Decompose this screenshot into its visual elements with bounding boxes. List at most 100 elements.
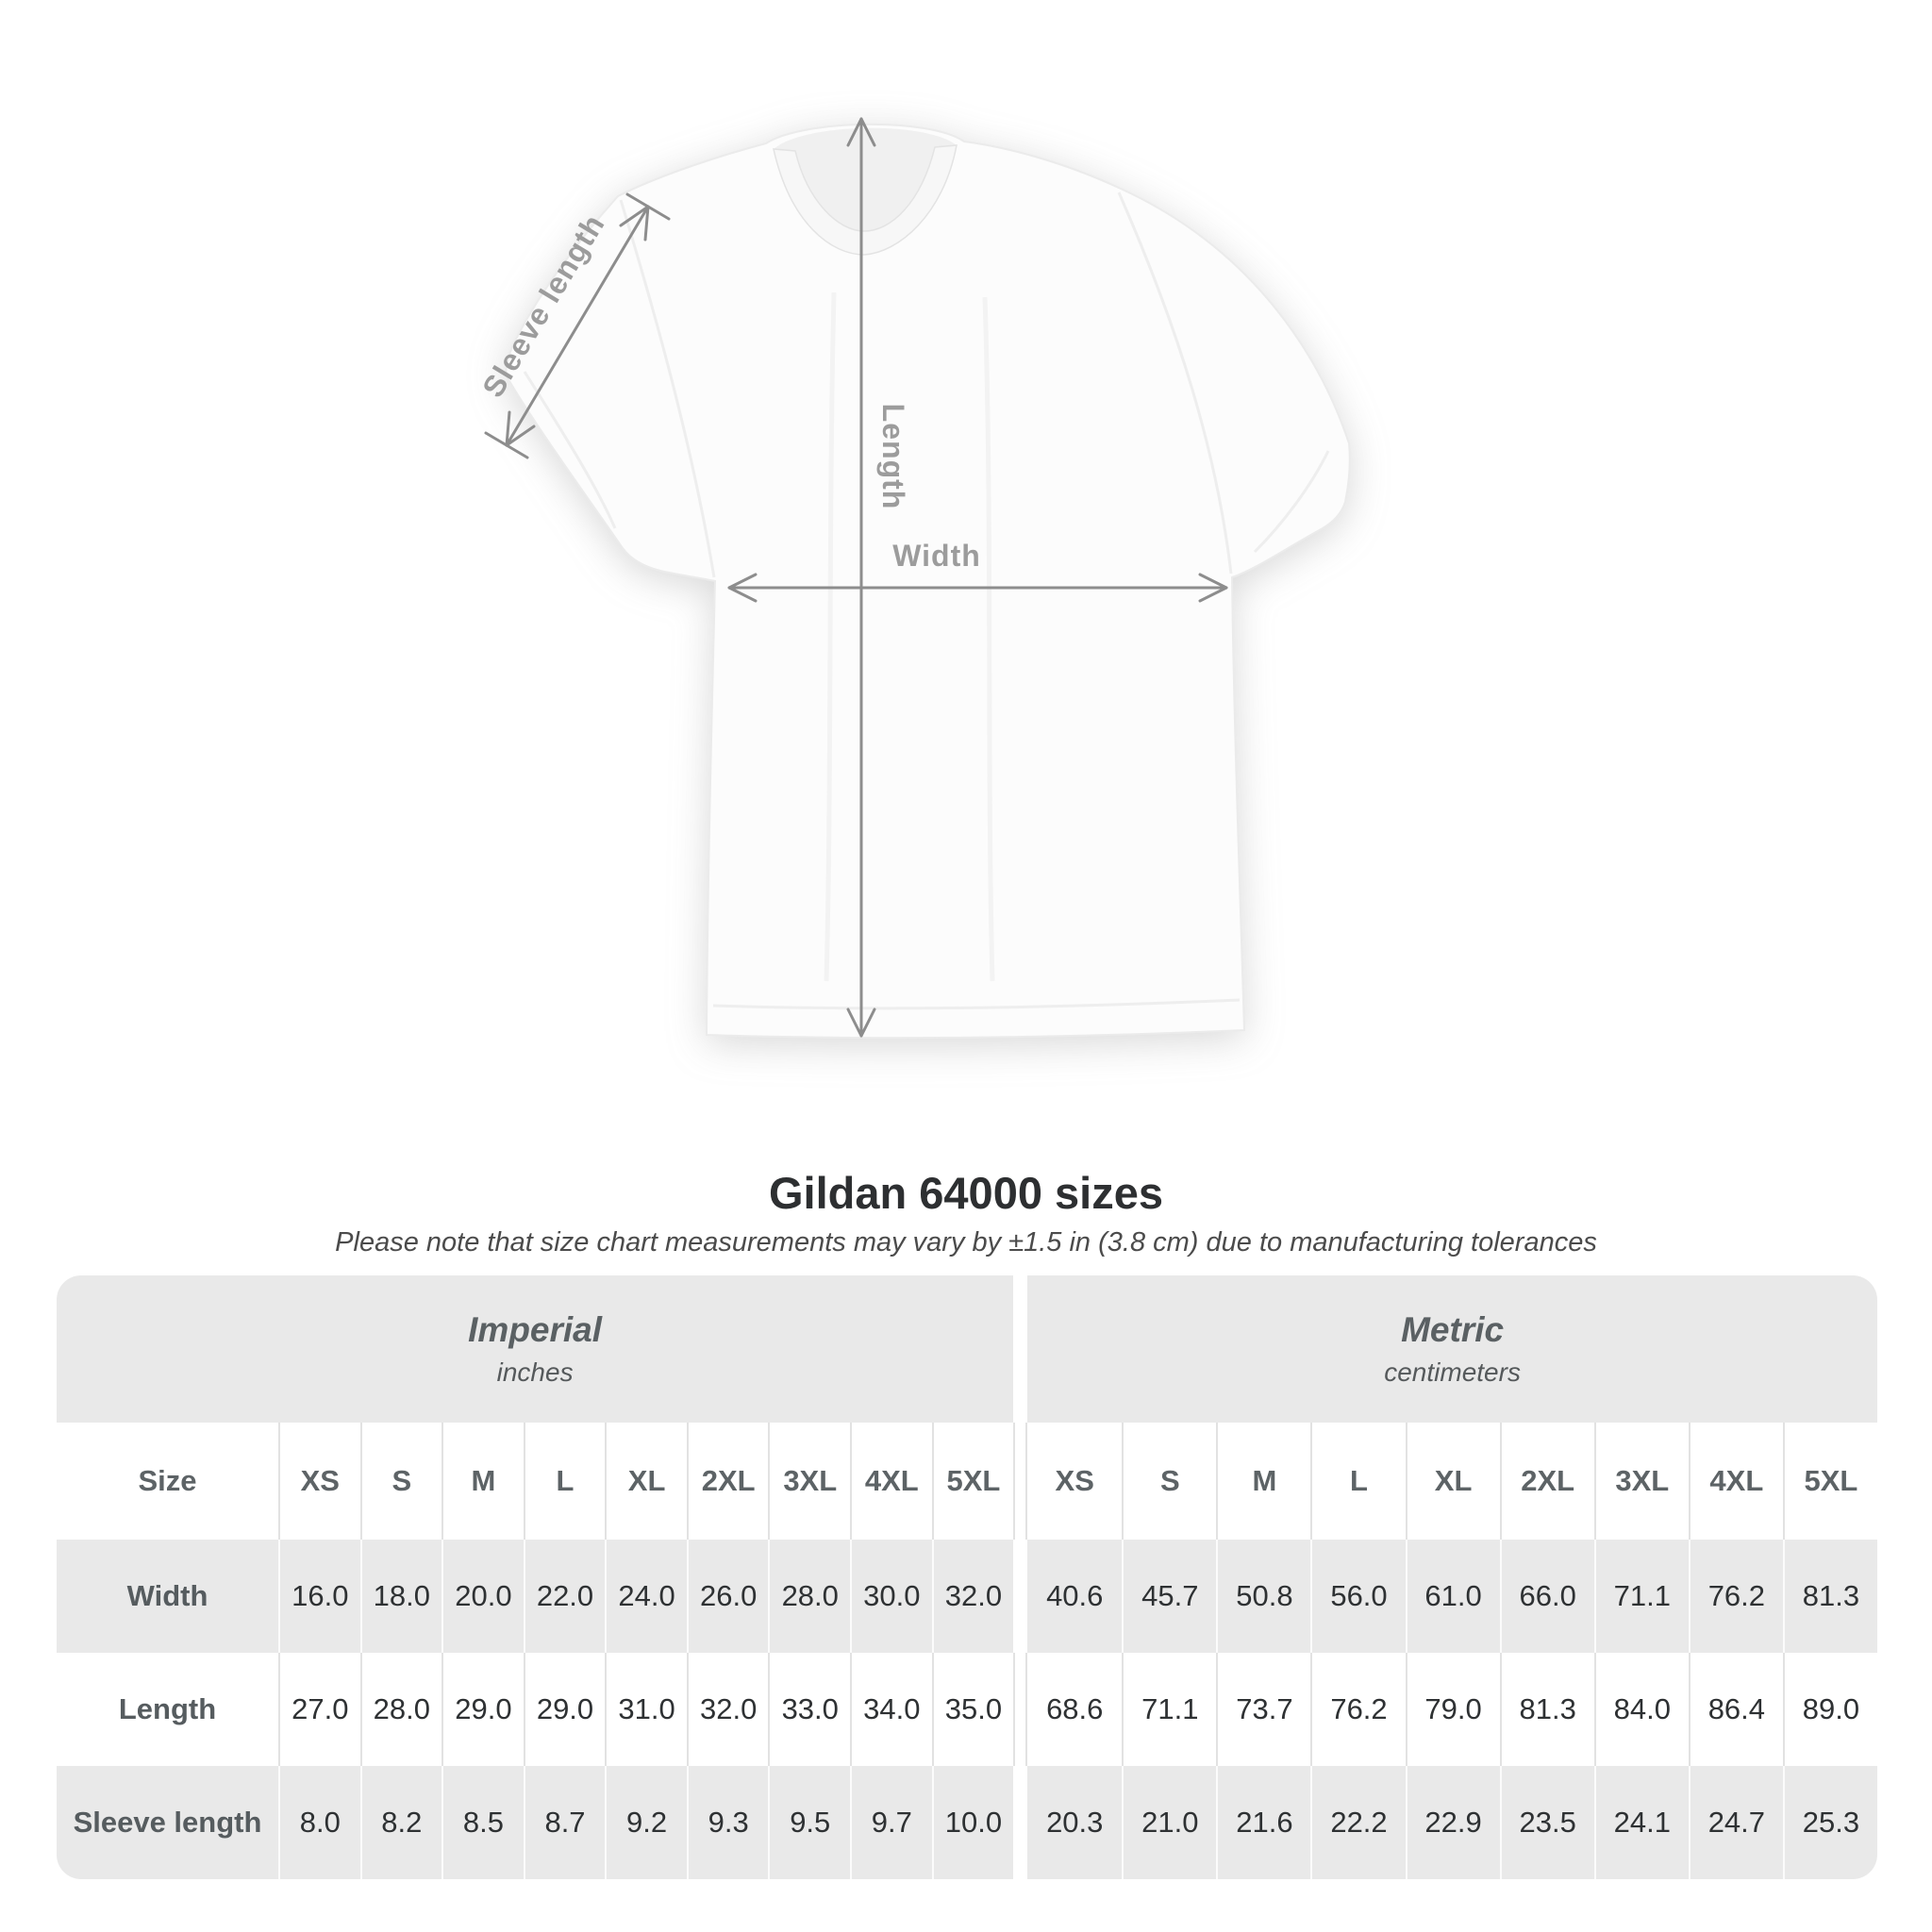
units-header-divider (1013, 1275, 1028, 1423)
value-cell-imperial: 8.5 (441, 1766, 524, 1879)
value-cell-imperial: 27.0 (278, 1653, 360, 1766)
value-cell-metric: 24.7 (1688, 1766, 1783, 1879)
value-cell-imperial: 9.7 (850, 1766, 932, 1879)
value-cell-metric: 20.3 (1027, 1766, 1123, 1879)
value-cell-imperial: 32.0 (931, 1540, 1014, 1653)
value-cell-metric: 76.2 (1688, 1540, 1783, 1653)
value-cell-imperial: 34.0 (850, 1653, 932, 1766)
size-col-header-imperial: 5XL (931, 1423, 1014, 1540)
value-cell-imperial: 8.2 (359, 1766, 442, 1879)
imperial-label: Imperial (468, 1310, 603, 1349)
value-cell-imperial: 9.5 (768, 1766, 851, 1879)
value-cell-imperial: 30.0 (850, 1540, 932, 1653)
tshirt-measurement-diagram: Sleeve length Length Width (475, 117, 1351, 1040)
value-cell-metric: 25.3 (1782, 1766, 1877, 1879)
value-cell-metric: 61.0 (1405, 1540, 1500, 1653)
value-cell-metric: 84.0 (1593, 1653, 1689, 1766)
size-col-header-imperial: L (523, 1423, 606, 1540)
length-label: Length (876, 403, 910, 510)
value-cell-metric: 22.2 (1310, 1766, 1406, 1879)
size-chart-table: Imperial inches Metric centimeters Size X… (57, 1275, 1877, 1879)
size-col-header-imperial: XS (278, 1423, 360, 1540)
value-cell-metric: 86.4 (1688, 1653, 1783, 1766)
metric-sublabel: centimeters (1384, 1357, 1521, 1387)
size-col-header-metric: XS (1027, 1423, 1123, 1540)
width-arrow (727, 573, 1228, 603)
value-cell-imperial: 33.0 (768, 1653, 851, 1766)
tshirt-graphic (484, 117, 1351, 1040)
value-cell-imperial: 26.0 (686, 1540, 769, 1653)
sleeve-length-arrow (484, 192, 671, 459)
value-cell-imperial: 22.0 (523, 1540, 606, 1653)
value-cell-metric: 56.0 (1310, 1540, 1406, 1653)
value-cell-metric: 23.5 (1499, 1766, 1594, 1879)
value-cell-metric: 40.6 (1027, 1540, 1123, 1653)
value-cell-metric: 71.1 (1593, 1540, 1689, 1653)
metric-label: Metric (1401, 1310, 1505, 1349)
imperial-sublabel: inches (496, 1357, 574, 1387)
size-corner-header: Size (57, 1423, 278, 1540)
size-col-header-metric: 2XL (1499, 1423, 1594, 1540)
units-divider (1013, 1423, 1028, 1540)
value-cell-imperial: 29.0 (441, 1653, 524, 1766)
value-cell-metric: 81.3 (1499, 1653, 1594, 1766)
value-cell-imperial: 24.0 (605, 1540, 687, 1653)
value-cell-metric: 22.9 (1405, 1766, 1500, 1879)
tshirt-body (505, 123, 1351, 1040)
value-cell-imperial: 16.0 (278, 1540, 360, 1653)
size-col-header-metric: 5XL (1782, 1423, 1877, 1540)
value-cell-metric: 21.0 (1122, 1766, 1217, 1879)
value-cell-imperial: 28.0 (359, 1653, 442, 1766)
value-cell-imperial: 8.0 (278, 1766, 360, 1879)
value-cell-metric: 71.1 (1122, 1653, 1217, 1766)
length-arrow (846, 117, 876, 1038)
value-cell-metric: 66.0 (1499, 1540, 1594, 1653)
value-cell-imperial: 18.0 (359, 1540, 442, 1653)
size-col-header-metric: M (1216, 1423, 1311, 1540)
value-cell-metric: 76.2 (1310, 1653, 1406, 1766)
size-col-header-metric: L (1310, 1423, 1406, 1540)
page-title: Gildan 64000 sizes (768, 1168, 1164, 1219)
row-label: Sleeve length (57, 1766, 278, 1879)
value-cell-imperial: 10.0 (931, 1766, 1014, 1879)
size-col-header-imperial: 2XL (686, 1423, 769, 1540)
metric-unit-header: Metric centimeters (1027, 1275, 1877, 1423)
value-cell-imperial: 8.7 (523, 1766, 606, 1879)
value-cell-imperial: 32.0 (686, 1653, 769, 1766)
value-cell-metric: 45.7 (1122, 1540, 1217, 1653)
value-cell-metric: 24.1 (1593, 1766, 1689, 1879)
value-cell-imperial: 29.0 (523, 1653, 606, 1766)
value-cell-imperial: 9.3 (686, 1766, 769, 1879)
width-label: Width (892, 539, 981, 573)
value-cell-imperial: 28.0 (768, 1540, 851, 1653)
value-cell-metric: 21.6 (1216, 1766, 1311, 1879)
shirt-seams (523, 192, 1330, 1010)
size-col-header-imperial: XL (605, 1423, 687, 1540)
units-divider (1013, 1540, 1028, 1653)
value-cell-metric: 79.0 (1405, 1653, 1500, 1766)
size-grid: Imperial inches Metric centimeters Size X… (57, 1275, 1877, 1879)
units-divider (1013, 1653, 1028, 1766)
value-cell-metric: 50.8 (1216, 1540, 1311, 1653)
size-col-header-imperial: 4XL (850, 1423, 932, 1540)
size-col-header-imperial: 3XL (768, 1423, 851, 1540)
value-cell-metric: 81.3 (1782, 1540, 1877, 1653)
tolerance-note: Please note that size chart measurements… (335, 1227, 1597, 1257)
value-cell-imperial: 9.2 (605, 1766, 687, 1879)
size-col-header-metric: 4XL (1688, 1423, 1783, 1540)
value-cell-metric: 68.6 (1027, 1653, 1123, 1766)
size-col-header-metric: XL (1405, 1423, 1500, 1540)
size-col-header-imperial: M (441, 1423, 524, 1540)
value-cell-imperial: 20.0 (441, 1540, 524, 1653)
row-label: Width (57, 1540, 278, 1653)
imperial-unit-header: Imperial inches (57, 1275, 1014, 1423)
row-label: Length (57, 1653, 278, 1766)
size-col-header-metric: 3XL (1593, 1423, 1689, 1540)
value-cell-imperial: 31.0 (605, 1653, 687, 1766)
shirt-wrinkles (824, 291, 995, 982)
units-divider (1013, 1766, 1028, 1879)
value-cell-metric: 73.7 (1216, 1653, 1311, 1766)
size-col-header-metric: S (1122, 1423, 1217, 1540)
value-cell-imperial: 35.0 (931, 1653, 1014, 1766)
size-col-header-imperial: S (359, 1423, 442, 1540)
